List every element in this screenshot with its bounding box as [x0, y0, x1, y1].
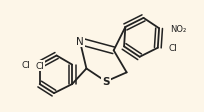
- Text: S: S: [102, 77, 110, 87]
- Text: Cl: Cl: [35, 61, 44, 70]
- Text: Cl: Cl: [168, 44, 177, 53]
- Text: N: N: [76, 37, 84, 47]
- Text: NO₂: NO₂: [170, 25, 186, 33]
- Text: Cl: Cl: [22, 61, 31, 69]
